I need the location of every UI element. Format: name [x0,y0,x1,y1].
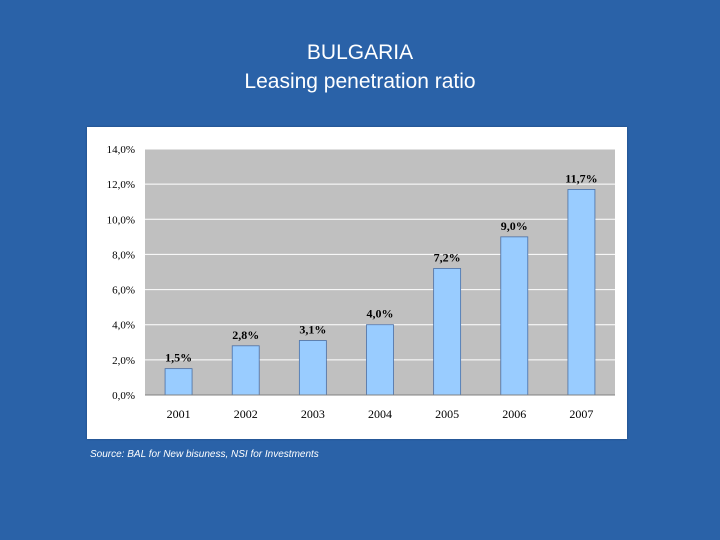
data-label: 4,0% [367,307,394,321]
x-tick-label: 2007 [569,407,593,421]
x-tick-label: 2004 [368,407,392,421]
source-note: Source: BAL for New bisuness, NSI for In… [90,449,319,460]
title-country: BULGARIA [306,41,414,64]
bar [500,236,529,396]
y-tick-label: 4,0% [112,320,135,332]
x-tick-label: 2002 [234,407,258,421]
data-label: 2,8% [232,328,259,342]
x-tick-label: 2005 [435,407,459,421]
bar [298,340,327,396]
bar [231,345,260,396]
x-tick-label: 2001 [167,407,191,421]
y-tick-label: 0,0% [112,390,135,402]
y-tick-label: 8,0% [112,249,135,261]
chart-panel: 0,0% 2,0% 4,0% 6,0% 8,0% 10,0% 12,0% 14,0% 1,5% 2… [87,127,627,439]
data-label: 11,7% [565,171,597,185]
data-label: 9,0% [501,219,528,233]
title-subject: Leasing penetration ratio [244,70,476,93]
bar [164,368,193,396]
bar [567,189,596,396]
data-label: 7,2% [434,250,461,264]
y-tick-label: 14,0% [107,144,135,156]
bar [433,268,462,396]
y-tick-label: 12,0% [107,179,135,191]
slide-title: BULGARIA Leasing penetration ratio [0,38,720,96]
bar-chart: 0,0% 2,0% 4,0% 6,0% 8,0% 10,0% 12,0% 14,0% 1,5% 2… [107,144,615,421]
x-tick-label: 2003 [301,407,325,421]
y-tick-label: 10,0% [107,214,135,226]
y-tick-label: 2,0% [112,355,135,367]
data-label: 3,1% [299,323,326,337]
bar [366,324,394,396]
data-label: 1,5% [165,351,192,365]
y-tick-label: 6,0% [112,285,135,297]
x-tick-label: 2006 [502,407,526,421]
